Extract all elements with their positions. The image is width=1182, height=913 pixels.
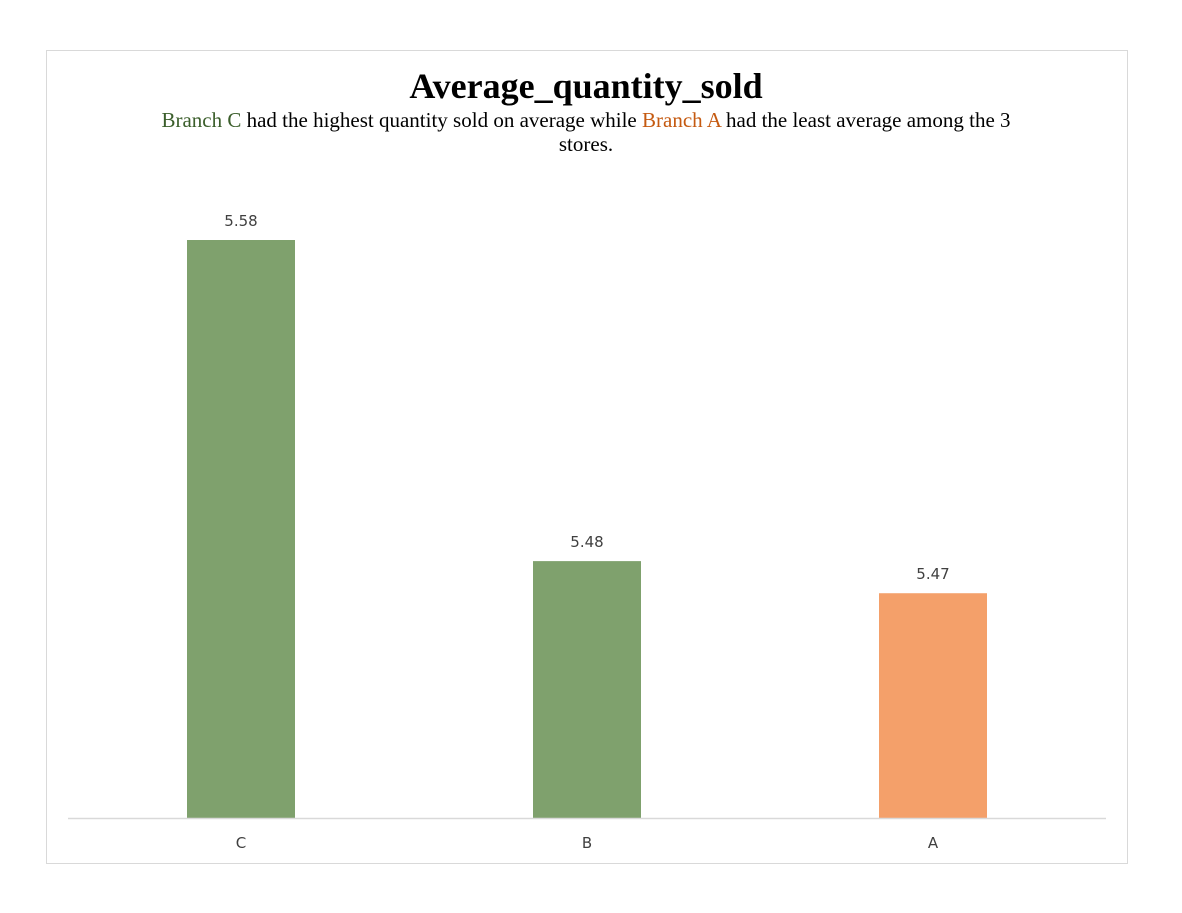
x-tick-label-c: C — [236, 834, 246, 852]
subtitle-branch-c: Branch C — [161, 108, 242, 132]
subtitle-text-1: had the highest quantity sold on average… — [241, 108, 642, 132]
data-label-b: 5.48 — [570, 533, 603, 551]
subtitle-text-2: had the least average among the 3 stores… — [558, 108, 1011, 156]
bar-b — [533, 561, 641, 818]
data-label-c: 5.58 — [224, 212, 257, 230]
bar-a — [879, 593, 987, 818]
bar-c — [187, 240, 295, 818]
x-tick-label-a: A — [928, 834, 939, 852]
chart-subtitle: Branch C had the highest quantity sold o… — [136, 108, 1036, 156]
chart-title: Average_quantity_sold — [409, 66, 763, 106]
x-tick-label-b: B — [582, 834, 592, 852]
data-label-a: 5.47 — [916, 565, 949, 583]
subtitle-branch-a: Branch A — [642, 108, 721, 132]
